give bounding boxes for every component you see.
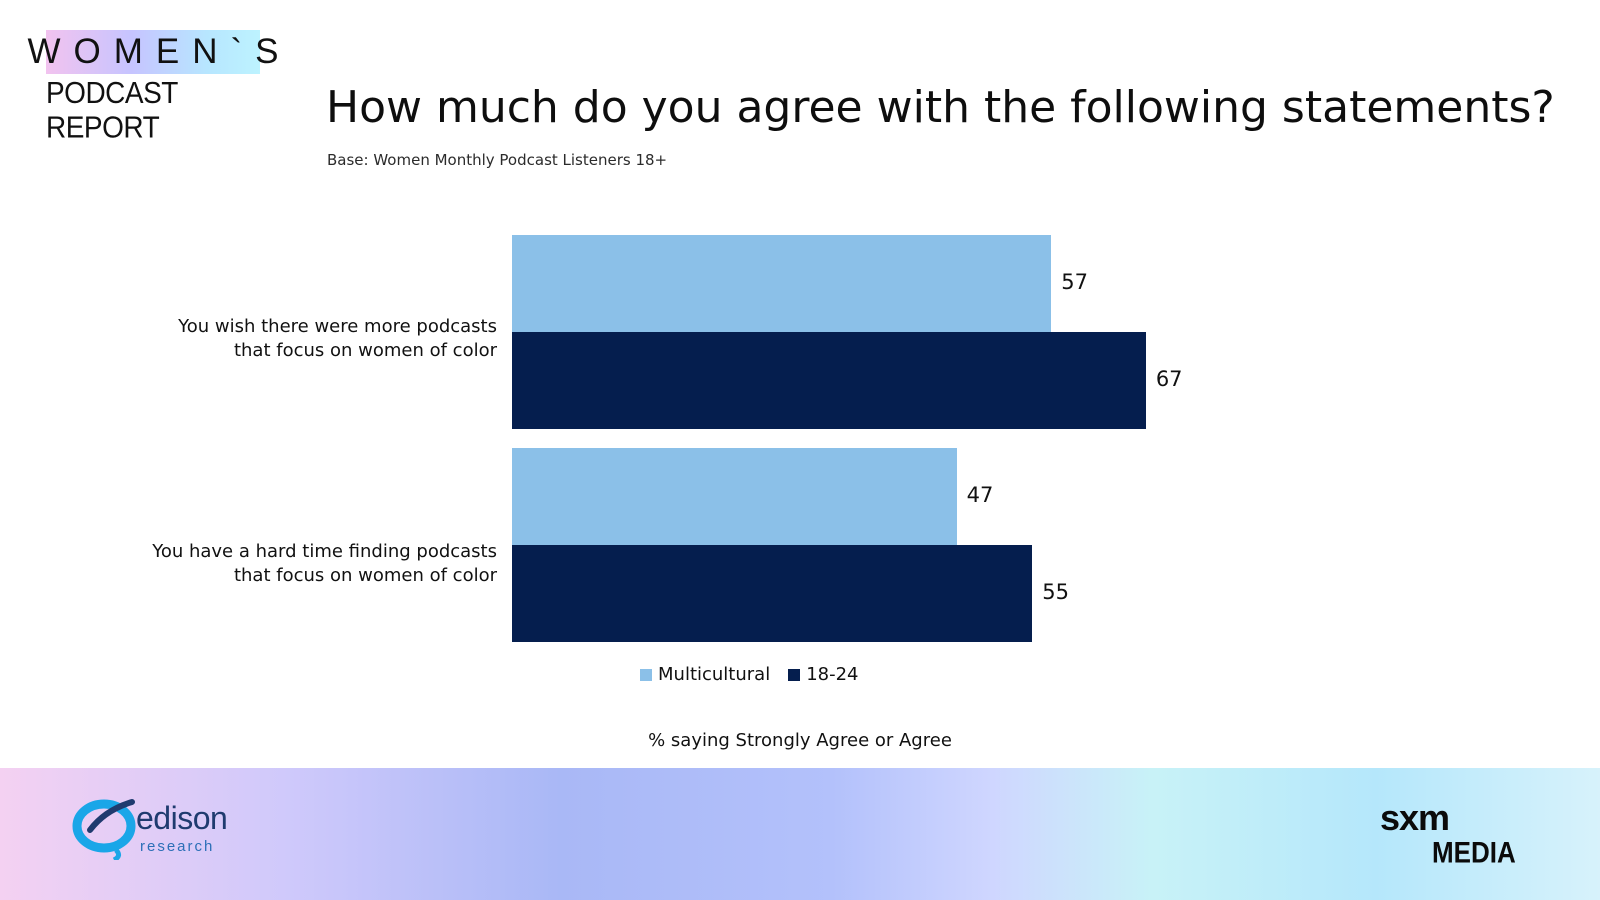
legend-swatch bbox=[788, 668, 801, 681]
chart-subtitle: Base: Women Monthly Podcast Listeners 18… bbox=[327, 151, 668, 169]
edison-research-logo: edison research bbox=[70, 790, 270, 870]
womens-podcast-report-logo: WOMEN`S PODCAST REPORT bbox=[27, 30, 279, 144]
edison-swirl-icon bbox=[72, 799, 136, 860]
legend-item-18-24: 18-24 bbox=[788, 664, 859, 685]
chart-title: How much do you agree with the following… bbox=[326, 82, 1555, 133]
bar-multicultural-1 bbox=[512, 448, 957, 545]
category-label: You wish there were more podcasts that f… bbox=[178, 316, 497, 361]
sxm-text: sxm bbox=[1380, 797, 1450, 838]
sxm-media-logo: sxm MEDIA bbox=[1378, 797, 1528, 870]
edison-sub: research bbox=[140, 838, 215, 855]
logo-podcast-report-text: PODCAST REPORT bbox=[46, 76, 178, 145]
data-label: 55 bbox=[1042, 579, 1070, 604]
legend-item-multicultural: Multicultural bbox=[640, 664, 770, 685]
data-label: 47 bbox=[966, 482, 994, 507]
edison-name: edison bbox=[136, 800, 228, 836]
legend-swatch bbox=[640, 668, 652, 681]
data-label: 57 bbox=[1061, 269, 1088, 294]
axis-label: % saying Strongly Agree or Agree bbox=[648, 730, 952, 751]
bar-18-24-0 bbox=[512, 332, 1146, 429]
category-label: You have a hard time finding podcasts th… bbox=[152, 541, 497, 586]
bar-multicultural-0 bbox=[512, 235, 1052, 332]
media-text: MEDIA bbox=[1432, 835, 1516, 870]
footer-band bbox=[0, 768, 1600, 900]
bar-18-24-1 bbox=[512, 545, 1033, 642]
legend-label: Multicultural bbox=[658, 664, 771, 685]
logo-womens-text: WOMEN`S bbox=[27, 30, 279, 74]
legend-label: 18-24 bbox=[806, 664, 859, 685]
chart-legend: Multicultural 18-24 bbox=[640, 664, 859, 685]
data-label: 67 bbox=[1155, 366, 1183, 391]
